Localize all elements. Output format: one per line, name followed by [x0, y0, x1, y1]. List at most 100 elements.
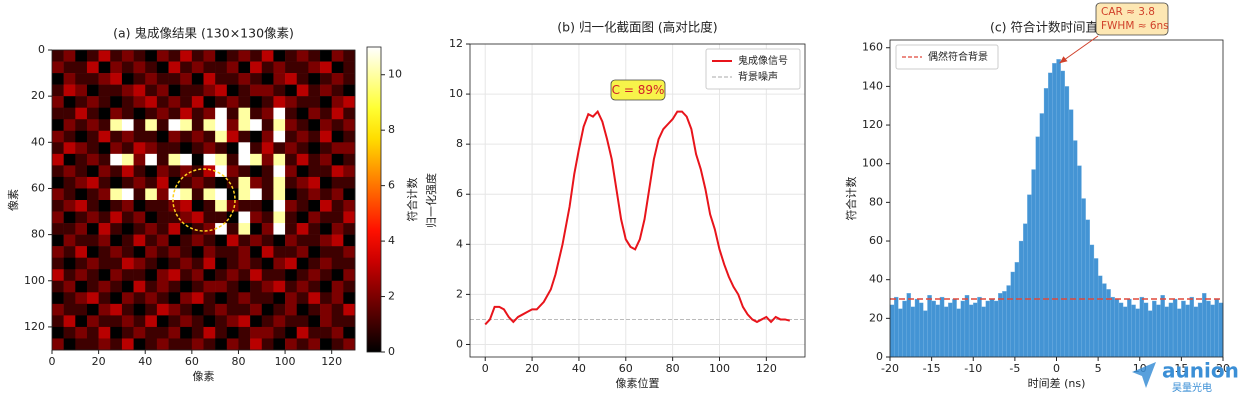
heat-cell [296, 119, 309, 132]
heat-cell [75, 269, 88, 282]
y-tick-label: 60 [31, 181, 45, 194]
heat-cell [110, 153, 123, 166]
heat-cell [98, 303, 111, 316]
heat-cell [191, 107, 204, 120]
heat-cell [343, 257, 356, 270]
x-tick-label: 15 [1174, 362, 1188, 375]
heat-cell [98, 130, 111, 143]
heat-cell [133, 223, 146, 235]
heat-cell [63, 223, 76, 235]
heat-cell [98, 257, 111, 270]
heat-cell [296, 211, 309, 224]
heat-cell [110, 96, 123, 108]
heat-cell [110, 211, 123, 224]
heat-cell [145, 153, 158, 166]
heat-cell [250, 326, 263, 339]
heat-cell [191, 280, 204, 293]
heat-cell [250, 50, 263, 62]
heat-cell [191, 130, 204, 143]
heat-cell [145, 292, 158, 305]
heat-cell [86, 50, 99, 62]
heat-cell [308, 280, 321, 293]
heat-cell [110, 165, 123, 178]
heat-cell [191, 96, 204, 108]
heat-cell [52, 188, 64, 201]
heat-cell [226, 269, 239, 282]
heat-cell [168, 234, 181, 247]
hist-bar [1131, 304, 1136, 358]
heat-cell [320, 73, 332, 85]
heat-cell [238, 119, 251, 132]
hist-bar [1056, 59, 1061, 358]
heat-cell [215, 153, 228, 166]
heat-cell [261, 188, 274, 201]
heat-cell [261, 200, 274, 212]
heat-cell [180, 142, 193, 155]
heat-cell [180, 269, 193, 282]
heat-cell [110, 338, 123, 351]
heat-cell [191, 257, 204, 270]
heat-cell [273, 280, 286, 293]
heat-cell [250, 119, 263, 132]
heat-cell [63, 96, 76, 108]
heat-cell [238, 326, 251, 339]
y-tick-label: 0 [456, 337, 463, 350]
heat-cell [145, 338, 158, 351]
heat-cell [180, 280, 193, 293]
heat-cell [343, 234, 356, 247]
heat-cell [285, 84, 298, 97]
heat-cell [226, 96, 239, 108]
heat-cell [156, 315, 169, 328]
heat-cell [296, 338, 309, 351]
heat-cell [343, 292, 356, 305]
heat-cell [121, 153, 134, 166]
heat-cell [133, 211, 146, 224]
heat-cell [52, 130, 64, 143]
heat-cell [145, 176, 158, 189]
heat-cell [308, 107, 321, 120]
heat-cell [180, 73, 193, 85]
heat-cell [203, 303, 216, 316]
heat-cell [110, 200, 123, 212]
heat-cell [296, 84, 309, 97]
heat-cell [320, 176, 332, 189]
heat-cell [273, 234, 286, 247]
heat-cell [285, 176, 298, 189]
y-tick-label: 2 [456, 287, 463, 300]
heat-cell [331, 211, 344, 224]
heat-cell [180, 188, 193, 201]
heat-cell [63, 119, 76, 132]
heat-cell [121, 211, 134, 224]
hist-bar [943, 306, 949, 358]
arrow-head [1059, 56, 1068, 64]
hist-bar [1073, 140, 1078, 358]
heat-cell [145, 211, 158, 224]
x-tick-label: 20 [525, 362, 539, 375]
heat-cell [180, 223, 193, 235]
annotation: C = 89% [612, 83, 665, 97]
heat-cell [133, 200, 146, 212]
heat-cell [156, 165, 169, 178]
heat-cell [343, 223, 356, 235]
heat-cell [63, 292, 76, 305]
heat-cell [215, 303, 228, 316]
heat-cell [110, 73, 123, 85]
heat-cell [98, 188, 111, 201]
heat-cell [285, 107, 298, 120]
heat-cell [215, 200, 228, 212]
hist-bar [914, 298, 920, 358]
heat-cell [226, 292, 239, 305]
annotation-box [610, 79, 666, 101]
heat-cell [320, 119, 332, 132]
heat-cell [121, 200, 134, 212]
hist-bar [1185, 304, 1190, 358]
heat-cell [145, 96, 158, 108]
heat-cell [343, 142, 356, 155]
heat-cell [238, 107, 251, 120]
heat-cell [261, 96, 274, 108]
x-tick-label: 60 [185, 355, 199, 368]
hist-bar [935, 304, 941, 358]
heat-cell [261, 61, 274, 74]
heat-cell [343, 107, 356, 120]
heat-cell [285, 338, 298, 351]
